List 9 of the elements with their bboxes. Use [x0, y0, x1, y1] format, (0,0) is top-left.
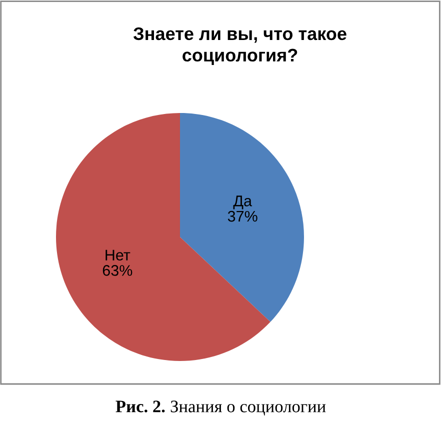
- slice-label: Да: [233, 196, 252, 210]
- data-label: 37%: [228, 210, 258, 222]
- pie-slice: [180, 113, 304, 322]
- text: Рис. 2.: [116, 400, 165, 412]
- pie-slice: [56, 113, 270, 361]
- data-label: 63%: [102, 265, 132, 276]
- slice-label: Нет: [106, 250, 130, 261]
- text: Знания о социологии: [170, 400, 326, 416]
- chart-title: Знаете ли вы, что такое социология?: [133, 27, 346, 65]
